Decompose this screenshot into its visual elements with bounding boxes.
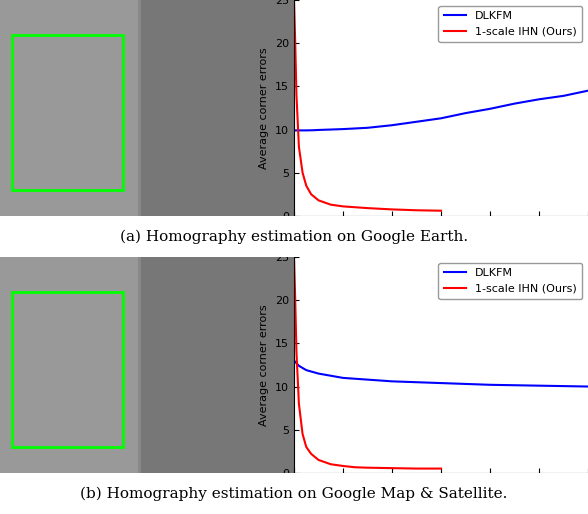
1-scale IHN (Ours) xyxy=(352,204,359,210)
DLKFM xyxy=(486,106,493,112)
1-scale IHN (Ours) xyxy=(389,465,396,471)
DLKFM xyxy=(413,379,420,386)
1-scale IHN (Ours) xyxy=(352,464,359,470)
1-scale IHN (Ours) xyxy=(364,465,371,471)
1-scale IHN (Ours) xyxy=(413,207,420,213)
DLKFM xyxy=(462,110,469,116)
DLKFM xyxy=(536,96,543,102)
DLKFM xyxy=(437,380,445,386)
DLKFM xyxy=(290,358,298,364)
1-scale IHN (Ours) xyxy=(303,444,310,450)
1-scale IHN (Ours) xyxy=(295,144,302,150)
1-scale IHN (Ours) xyxy=(339,463,346,469)
DLKFM xyxy=(364,377,371,383)
1-scale IHN (Ours) xyxy=(290,254,298,260)
1-scale IHN (Ours) xyxy=(299,431,306,437)
1-scale IHN (Ours) xyxy=(437,466,445,472)
Line: 1-scale IHN (Ours): 1-scale IHN (Ours) xyxy=(294,257,441,469)
DLKFM xyxy=(437,115,445,121)
Bar xyxy=(0,0,138,216)
DLKFM xyxy=(511,101,518,107)
Line: DLKFM: DLKFM xyxy=(294,90,588,131)
DLKFM xyxy=(298,127,305,134)
DLKFM xyxy=(339,126,346,132)
Y-axis label: Average corner errors: Average corner errors xyxy=(259,47,269,169)
1-scale IHN (Ours) xyxy=(290,0,298,3)
DLKFM xyxy=(511,382,518,388)
DLKFM xyxy=(584,87,588,94)
DLKFM xyxy=(536,382,543,389)
1-scale IHN (Ours) xyxy=(299,170,306,176)
DLKFM xyxy=(310,127,317,133)
DLKFM xyxy=(364,125,371,131)
1-scale IHN (Ours) xyxy=(293,349,300,355)
DLKFM xyxy=(389,122,396,128)
1-scale IHN (Ours) xyxy=(389,206,396,212)
Bar xyxy=(0,257,138,473)
1-scale IHN (Ours) xyxy=(315,457,322,463)
DLKFM xyxy=(389,378,396,384)
1-scale IHN (Ours) xyxy=(293,92,300,98)
1-scale IHN (Ours) xyxy=(292,40,299,46)
DLKFM xyxy=(327,126,334,133)
1-scale IHN (Ours) xyxy=(295,401,302,407)
Text: (a) Homography estimation on Google Earth.: (a) Homography estimation on Google Eart… xyxy=(120,229,468,244)
DLKFM xyxy=(462,381,469,387)
1-scale IHN (Ours) xyxy=(327,201,334,208)
1-scale IHN (Ours) xyxy=(437,208,445,214)
1-scale IHN (Ours) xyxy=(327,461,334,467)
DLKFM xyxy=(290,127,298,134)
Text: (b) Homography estimation on Google Map & Satellite.: (b) Homography estimation on Google Map … xyxy=(81,486,507,501)
Bar xyxy=(141,0,294,216)
DLKFM xyxy=(303,367,310,373)
1-scale IHN (Ours) xyxy=(308,191,315,197)
1-scale IHN (Ours) xyxy=(413,466,420,472)
DLKFM xyxy=(560,93,567,99)
1-scale IHN (Ours) xyxy=(308,451,315,457)
Bar xyxy=(12,291,123,447)
Legend: DLKFM, 1-scale IHN (Ours): DLKFM, 1-scale IHN (Ours) xyxy=(439,263,583,299)
Line: DLKFM: DLKFM xyxy=(294,361,588,387)
1-scale IHN (Ours) xyxy=(364,205,371,211)
1-scale IHN (Ours) xyxy=(303,182,310,189)
1-scale IHN (Ours) xyxy=(315,197,322,204)
Bar xyxy=(12,34,123,190)
DLKFM xyxy=(295,363,302,369)
DLKFM xyxy=(584,383,588,390)
Y-axis label: Average corner errors: Average corner errors xyxy=(259,304,269,426)
Line: 1-scale IHN (Ours): 1-scale IHN (Ours) xyxy=(294,0,441,211)
DLKFM xyxy=(315,371,322,377)
1-scale IHN (Ours) xyxy=(339,204,346,210)
Legend: DLKFM, 1-scale IHN (Ours): DLKFM, 1-scale IHN (Ours) xyxy=(439,6,583,42)
DLKFM xyxy=(315,127,322,133)
DLKFM xyxy=(339,375,346,381)
Bar xyxy=(141,257,294,473)
DLKFM xyxy=(303,127,310,134)
X-axis label: # iteration: # iteration xyxy=(411,493,471,503)
DLKFM xyxy=(294,127,301,134)
DLKFM xyxy=(560,383,567,389)
DLKFM xyxy=(486,382,493,388)
X-axis label: # iteration: # iteration xyxy=(411,236,471,246)
DLKFM xyxy=(413,119,420,125)
1-scale IHN (Ours) xyxy=(292,297,299,303)
